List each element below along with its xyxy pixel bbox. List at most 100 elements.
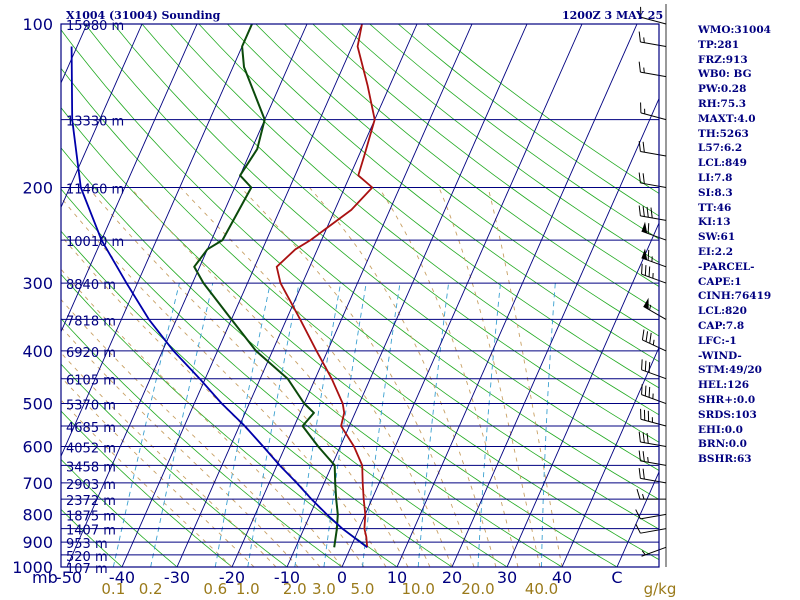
isotherm-line: [176, 24, 418, 567]
index-item: STM:49/20: [698, 364, 762, 377]
wind-barb-full: [648, 266, 651, 277]
index-item: LI:7.8: [698, 171, 733, 184]
wind-barb-full: [638, 205, 641, 216]
height-label: 11460 m: [66, 182, 124, 197]
wind-barb-full: [642, 173, 645, 184]
wind-barb-staff: [640, 513, 667, 520]
mixing-ratio-label: 0.2: [139, 580, 163, 598]
dry-adiabats: [61, 24, 659, 567]
wind-barb-full: [635, 523, 641, 534]
plot-frame: [60, 23, 660, 568]
wind-barb-full: [650, 207, 653, 219]
isotherm-line: [66, 24, 308, 567]
wind-barb: [641, 263, 667, 284]
index-item: SI:8.3: [698, 186, 733, 199]
wind-barb-half: [652, 339, 655, 346]
moist-adiabat-line: [438, 187, 541, 567]
temperature-tick-label: -20: [219, 568, 245, 587]
mixing-ratio-lines: [112, 282, 556, 567]
isotherm-line: [396, 24, 638, 567]
wind-barb-flag: [643, 297, 649, 310]
mixing-ratio-unit: g/kg: [644, 580, 677, 598]
moist-adiabat-line: [61, 326, 299, 567]
wind-barb-full: [645, 331, 649, 342]
isotherm-line: [506, 221, 659, 567]
index-item: FRZ:913: [698, 53, 748, 66]
height-label: 953 m: [66, 537, 108, 552]
wind-barb: [638, 31, 667, 47]
wind-barb: [638, 450, 667, 466]
temperature-tick-label: 30: [497, 568, 517, 587]
dry-adiabat-line: [61, 29, 659, 530]
wind-barb-full: [641, 359, 643, 370]
wind-barb-half: [641, 550, 646, 556]
wind-barb-half: [649, 304, 652, 311]
wind-barb: [640, 408, 667, 427]
isobars: [61, 23, 659, 568]
wind-barb-full: [642, 206, 645, 217]
wind-barb: [641, 384, 667, 405]
wind-barb-full: [644, 360, 647, 372]
index-item: SRDS:103: [698, 408, 757, 421]
moist-adiabat-line: [129, 187, 431, 567]
height-label: 2903 m: [66, 478, 116, 493]
mixing-ratio-line: [294, 283, 342, 567]
isotherm-line: [616, 470, 659, 567]
wind-barb-full: [647, 249, 650, 261]
isotherm-line: [61, 24, 253, 458]
wind-barb-full: [644, 265, 647, 276]
mixing-ratio-label: 20.0: [461, 580, 494, 598]
wind-barb-flag: [641, 221, 648, 234]
index-item: KI:13: [698, 216, 731, 229]
wind-barb-staff: [640, 441, 667, 448]
index-item: EHI:0.0: [698, 423, 743, 436]
pressure-unit-label: mb: [32, 568, 58, 587]
wind-barb-full: [638, 431, 641, 443]
wind-barb: [641, 221, 667, 241]
index-item: EI:2.2: [698, 245, 734, 258]
wind-barb-staff: [640, 418, 667, 427]
temperature-tick-label: 20: [442, 568, 462, 587]
stability-indices-panel: WMO:31004 TP:281 FRZ:913 WB0: BG PW:0.28 RH:7…: [698, 23, 771, 467]
mixing-ratio-line: [362, 283, 401, 567]
wind-barb: [635, 523, 667, 534]
wind-barb: [641, 329, 667, 352]
moist-adiabat-line: [378, 187, 519, 567]
wind-barb: [640, 102, 667, 121]
index-item: CAPE:1: [698, 275, 742, 288]
wind-barb-staff: [640, 150, 667, 157]
wind-barb-full: [649, 332, 652, 344]
wind-barb: [638, 172, 667, 188]
isotherm-line: [61, 24, 198, 333]
temperature-tick-label: 0: [337, 568, 347, 587]
wind-barb-full: [641, 329, 645, 341]
mixing-ratio-label: 0.6: [203, 580, 227, 598]
wind-barb-full: [638, 450, 641, 461]
mixing-ratio-label: 2.0: [283, 580, 307, 598]
moist-adiabat-line: [487, 187, 563, 567]
height-label: 3458 m: [66, 460, 116, 475]
wind-barb-staff: [640, 182, 667, 188]
wind-barb-full: [638, 467, 641, 479]
index-item: TT:46: [698, 201, 732, 214]
temperature-tick-label: -10: [274, 568, 300, 587]
height-label: 4685 m: [66, 421, 116, 436]
pressure-tick-label: 100: [22, 15, 53, 34]
station-title: X1004 (31004) Sounding: [66, 9, 221, 22]
wind-barb-full: [638, 141, 641, 152]
index-item: MAXT:4.0: [698, 112, 756, 125]
wind-barb-staff: [640, 215, 667, 221]
mixing-ratio-line: [112, 282, 180, 567]
wind-barb-full: [646, 432, 649, 444]
temperature-tick-label: C: [611, 568, 622, 587]
mixing-ratio-line: [323, 283, 367, 567]
height-label: 5370 m: [66, 399, 116, 414]
isotherms: [61, 24, 659, 567]
wind-barb-full: [647, 223, 650, 234]
index-item: PW:0.28: [698, 83, 747, 96]
wind-barb-full: [642, 451, 645, 462]
mixing-ratio-line: [541, 283, 556, 567]
sounding-profiles: [70, 24, 376, 549]
wind-barb-full: [646, 206, 649, 218]
